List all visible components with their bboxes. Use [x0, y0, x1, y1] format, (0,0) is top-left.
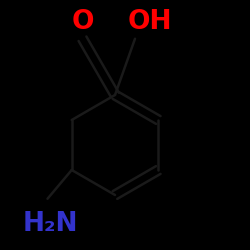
Text: O: O — [71, 9, 94, 35]
Text: OH: OH — [128, 9, 172, 35]
Text: H₂N: H₂N — [22, 211, 78, 237]
